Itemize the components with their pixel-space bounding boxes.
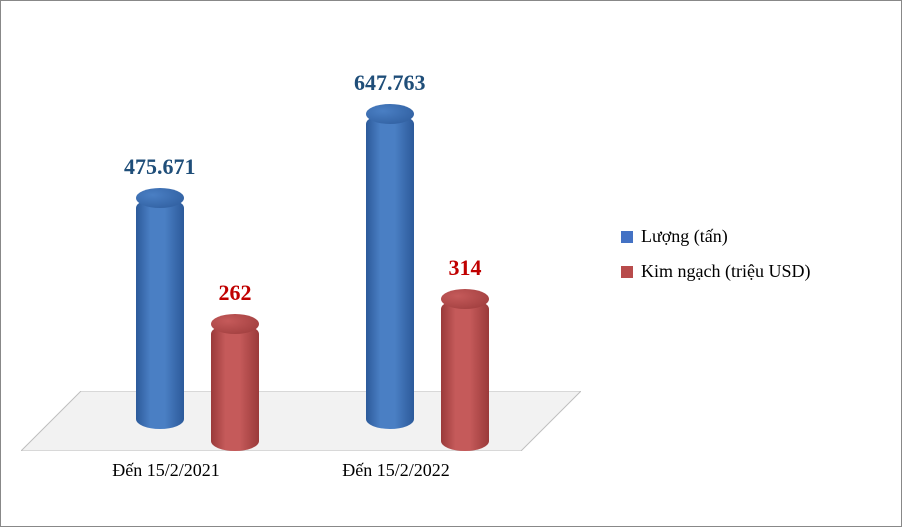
bar-label-1-1: 314	[395, 255, 535, 281]
bar-1-1	[441, 299, 489, 452]
x-axis-label-0: Đến 15/2/2021	[66, 460, 266, 481]
plot-area: 475.671 262 647.763 314 Đến 15/2/2021 Đến 1…	[21, 21, 581, 481]
chart-floor	[21, 391, 581, 451]
bar-0-1	[211, 324, 259, 451]
legend-swatch-0	[621, 231, 633, 243]
legend-item-0: Lượng (tấn)	[621, 226, 810, 247]
x-axis-label-1: Đến 15/2/2022	[296, 460, 496, 481]
legend-label-0: Lượng (tấn)	[641, 226, 728, 247]
bar-0-0	[136, 198, 184, 429]
chart-container: 475.671 262 647.763 314 Đến 15/2/2021 Đến 1…	[0, 0, 902, 527]
legend-label-1: Kim ngạch (triệu USD)	[641, 261, 810, 282]
legend-item-1: Kim ngạch (triệu USD)	[621, 261, 810, 282]
legend-swatch-1	[621, 266, 633, 278]
bar-label-1-0: 647.763	[320, 70, 460, 96]
legend: Lượng (tấn) Kim ngạch (triệu USD)	[621, 226, 810, 296]
bar-label-0-1: 262	[165, 280, 305, 306]
bar-label-0-0: 475.671	[90, 154, 230, 180]
